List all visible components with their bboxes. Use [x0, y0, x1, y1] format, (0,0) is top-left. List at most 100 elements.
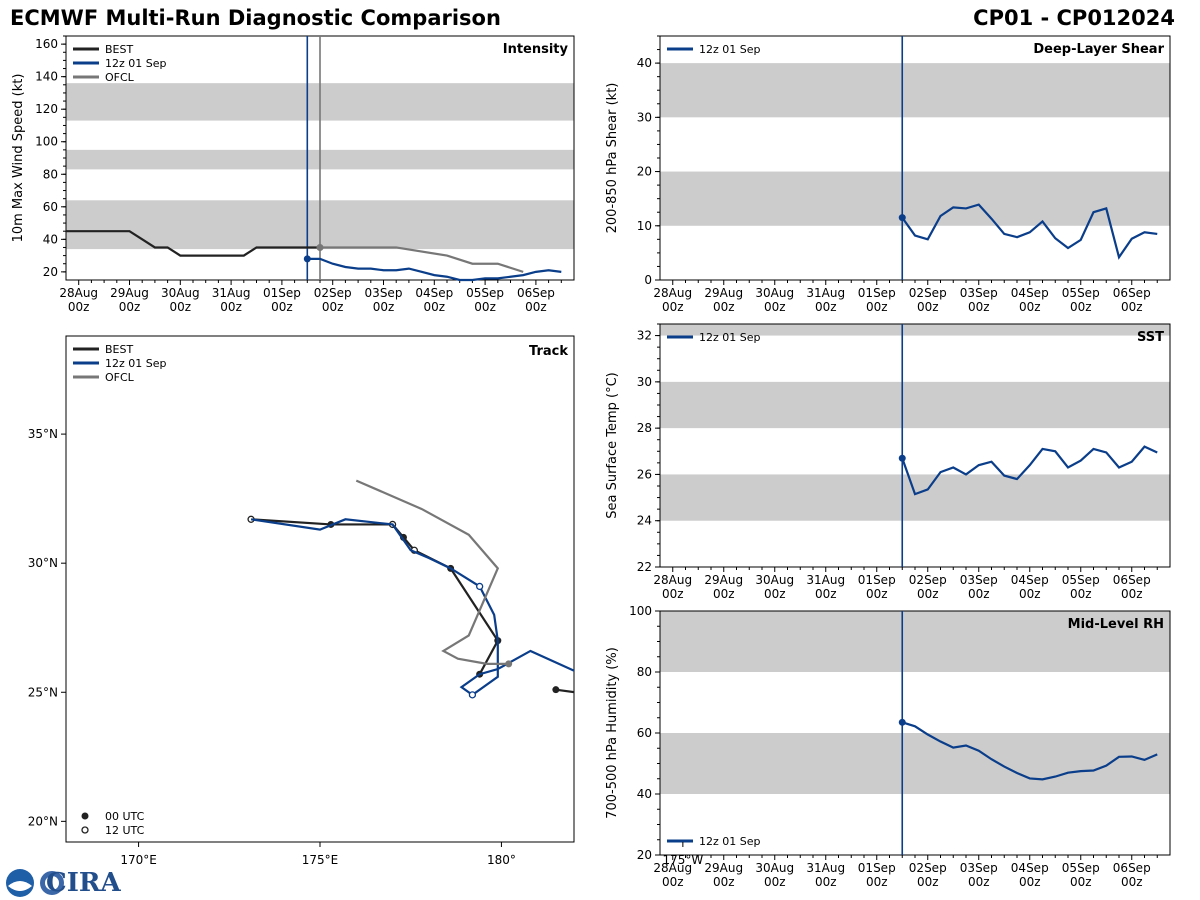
- y-tick-label: 160: [35, 37, 58, 51]
- x-tick-label: 29Aug: [704, 861, 743, 875]
- track-point-12utc: [640, 772, 646, 778]
- y-tick-label: 140: [35, 70, 58, 84]
- y-tick-label: 26: [637, 467, 652, 481]
- x-tick-sublabel: 00z: [815, 300, 837, 314]
- lat-tick-label: 20°N: [28, 814, 58, 828]
- panel-track: 170°E 175°E 180° 175°W 20°N 25°N 30°N 35°N Track…: [28, 335, 703, 867]
- plot-frame: [659, 323, 1171, 568]
- x-tick-label: 02Sep: [909, 573, 947, 587]
- panel-title: Deep-Layer Shear: [1033, 42, 1164, 57]
- lat-tick-label: 30°N: [28, 556, 58, 570]
- y-axis-label: 10m Max Wind Speed (kt): [11, 74, 26, 243]
- series-line-12z-01-sep: [901, 721, 1158, 781]
- x-tick-sublabel: 00z: [713, 300, 735, 314]
- series-line-12z-01-sep: [901, 445, 1158, 496]
- series-start-point: [898, 454, 906, 462]
- panel-title: Mid-Level RH: [1068, 617, 1164, 632]
- x-tick-label: 05Sep: [1062, 861, 1100, 875]
- x-tick-sublabel: 00z: [170, 300, 192, 314]
- x-tick-label: 31Aug: [806, 286, 845, 300]
- x-tick-sublabel: 00z: [968, 300, 990, 314]
- x-tick-sublabel: 00z: [1070, 300, 1092, 314]
- x-tick-label: 05Sep: [1062, 286, 1100, 300]
- x-tick-label: 06Sep: [1113, 573, 1151, 587]
- track-lines: [247, 479, 646, 778]
- intensity-band: [660, 171, 1170, 226]
- y-tick-label: 60: [43, 200, 58, 214]
- x-tick-label: 28Aug: [653, 286, 692, 300]
- intensity-band: [660, 474, 1170, 521]
- series-start-point: [316, 243, 324, 251]
- y-axis-label: 200-850 hPa Shear (kt): [605, 83, 620, 234]
- legend-label: 12z 01 Sep: [699, 835, 761, 848]
- panel-title: Track: [529, 344, 568, 359]
- y-tick-label: 40: [637, 787, 652, 801]
- x-tick-label: 28Aug: [59, 286, 98, 300]
- y-tick-label: 20: [637, 848, 652, 862]
- x-tick-sublabel: 00z: [917, 587, 939, 601]
- x-tick-sublabel: 00z: [968, 587, 990, 601]
- series-start-point: [898, 718, 906, 726]
- y-tick-label: 30: [637, 375, 652, 389]
- x-tick-label: 04Sep: [1011, 861, 1049, 875]
- lon-tick-label: 175°W: [662, 853, 703, 867]
- track-point-00utc: [636, 758, 643, 765]
- y-tick-label: 24: [637, 514, 652, 528]
- legend-label: 12z 01 Sep: [105, 357, 167, 370]
- legend-label: 00 UTC: [105, 810, 145, 823]
- x-tick-label: 02Sep: [909, 861, 947, 875]
- track-line-best-2: [250, 518, 500, 675]
- series-start-point: [898, 214, 906, 222]
- x-tick-sublabel: 00z: [917, 300, 939, 314]
- x-tick-sublabel: 00z: [1070, 875, 1092, 889]
- chart-title: ECMWF Multi-Run Diagnostic Comparison: [10, 6, 501, 30]
- legend-label: OFCL: [105, 371, 135, 384]
- y-tick-label: 20: [637, 165, 652, 179]
- x-tick-sublabel: 00z: [662, 587, 684, 601]
- x-tick-label: 06Sep: [1113, 861, 1151, 875]
- lat-tick-label: 25°N: [28, 685, 58, 699]
- y-tick-label: 28: [637, 421, 652, 435]
- y-tick-label: 20: [43, 265, 58, 279]
- x-tick-sublabel: 00z: [119, 300, 141, 314]
- series-line-best: [66, 230, 320, 257]
- track-point-00utc: [552, 686, 560, 694]
- x-tick-sublabel: 00z: [764, 300, 786, 314]
- x-tick-sublabel: 00z: [271, 300, 293, 314]
- legend-marker-filled: [81, 812, 89, 820]
- x-tick-label: 28Aug: [653, 861, 692, 875]
- x-tick-sublabel: 00z: [1019, 875, 1041, 889]
- x-tick-sublabel: 00z: [322, 300, 344, 314]
- x-tick-label: 03Sep: [365, 286, 403, 300]
- panel-shear: 01020304028Aug00z29Aug00z30Aug00z31Aug00…: [605, 35, 1171, 314]
- x-tick-label: 03Sep: [960, 573, 998, 587]
- y-axis-label: Sea Surface Temp (°C): [605, 372, 620, 519]
- x-tick-sublabel: 00z: [1070, 587, 1092, 601]
- logo-text: CIRA: [46, 868, 121, 898]
- x-tick-sublabel: 00z: [1019, 587, 1041, 601]
- x-tick-label: 01Sep: [858, 286, 896, 300]
- x-tick-label: 31Aug: [212, 286, 251, 300]
- x-tick-sublabel: 00z: [815, 587, 837, 601]
- legend-label: 12 UTC: [105, 824, 145, 837]
- x-tick-sublabel: 00z: [1121, 300, 1143, 314]
- intensity-band: [660, 324, 1170, 336]
- y-tick-label: 60: [637, 726, 652, 740]
- x-tick-label: 01Sep: [858, 861, 896, 875]
- y-tick-label: 80: [43, 167, 58, 181]
- series-start-point: [303, 255, 311, 263]
- legend-label: BEST: [105, 343, 133, 356]
- x-tick-sublabel: 00z: [764, 875, 786, 889]
- x-tick-label: 30Aug: [161, 286, 200, 300]
- x-tick-label: 04Sep: [415, 286, 453, 300]
- panel-intensity: 2040608010012014016028Aug00z29Aug00z30Au…: [11, 35, 575, 314]
- y-tick-label: 100: [629, 604, 652, 618]
- legend-label: 12z 01 Sep: [105, 57, 167, 70]
- x-tick-sublabel: 00z: [68, 300, 90, 314]
- lat-tick-label: 35°N: [28, 427, 58, 441]
- lon-tick-label: 170°E: [120, 853, 157, 867]
- x-tick-sublabel: 00z: [713, 587, 735, 601]
- x-tick-label: 04Sep: [1011, 573, 1049, 587]
- y-tick-label: 100: [35, 135, 58, 149]
